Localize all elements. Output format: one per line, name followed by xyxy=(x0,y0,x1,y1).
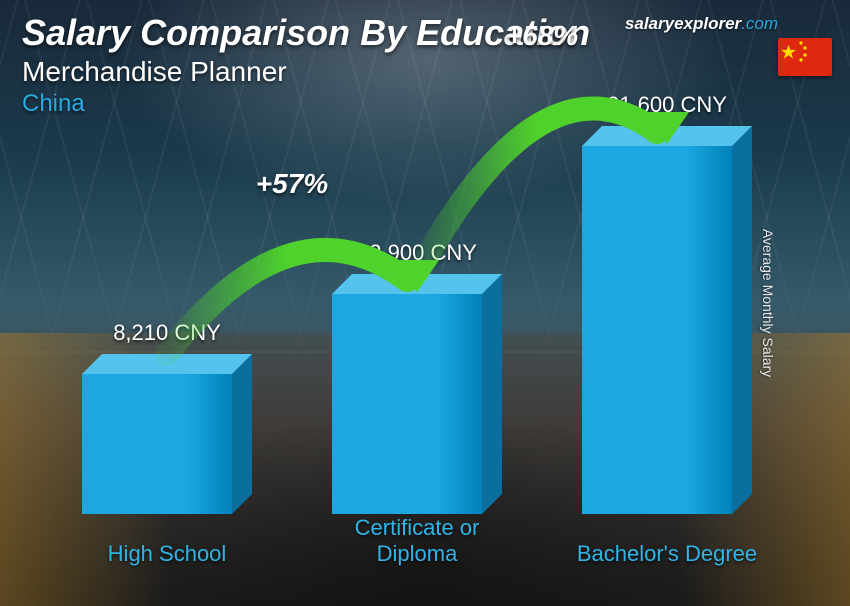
increment-percent-label: +57% xyxy=(232,168,352,200)
job-title: Merchandise Planner xyxy=(22,56,828,88)
bar-value-label: 8,210 CNY xyxy=(67,320,267,346)
increment-percent-label: +68% xyxy=(482,20,602,52)
salary-bar-chart: 8,210 CNY High School 12,900 CNY Certificat… xyxy=(60,140,780,578)
bar-value-label: 12,900 CNY xyxy=(317,240,517,266)
brand-logo: salaryexplorer.com xyxy=(625,14,778,34)
bar-category-label: Certificate or Diploma xyxy=(317,515,517,566)
bar xyxy=(82,374,252,514)
bar-category-label: Bachelor's Degree xyxy=(567,541,767,566)
bar-category-label: High School xyxy=(67,541,267,566)
brand-domain: .com xyxy=(741,14,778,33)
brand-name: salaryexplorer xyxy=(625,14,741,33)
bar-value-label: 21,600 CNY xyxy=(567,92,767,118)
bar xyxy=(332,294,502,514)
bar xyxy=(582,146,752,514)
country-flag-icon xyxy=(778,38,832,76)
